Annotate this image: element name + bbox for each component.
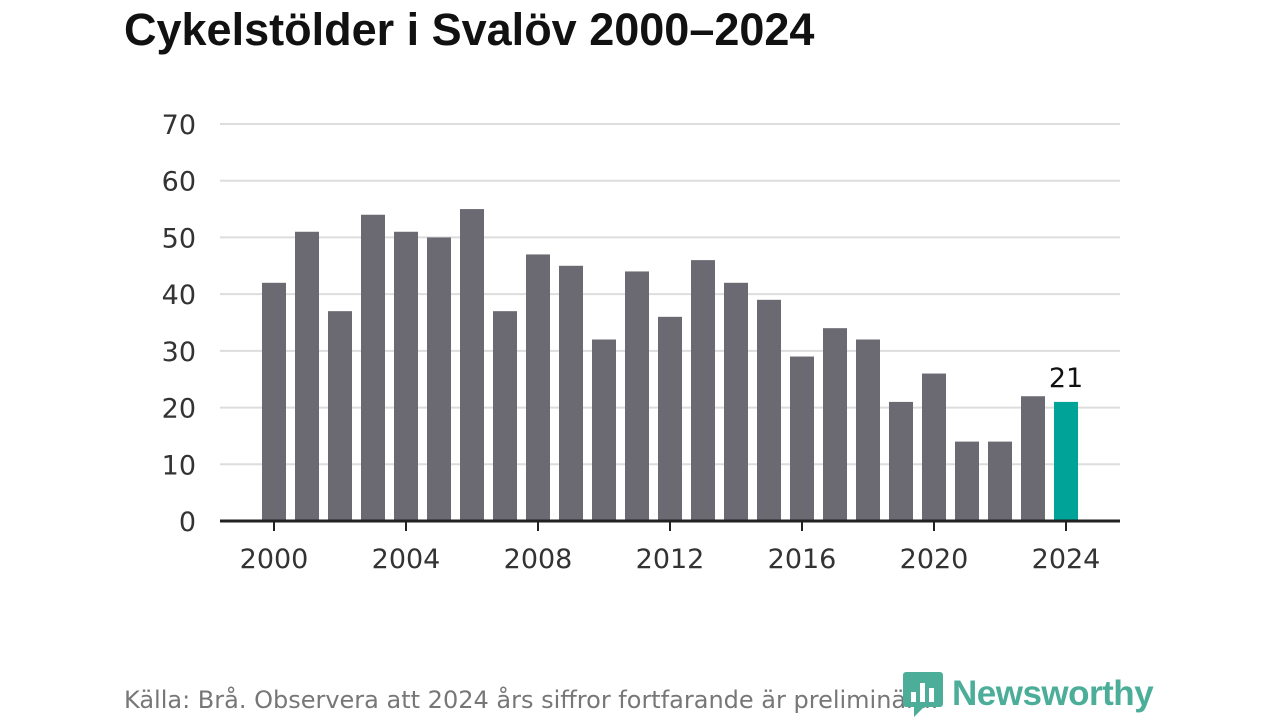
y-tick-label: 30 bbox=[162, 337, 196, 368]
chart-title: Cykelstölder i Svalöv 2000–2024 bbox=[124, 4, 815, 55]
y-tick-label: 20 bbox=[162, 394, 196, 425]
bar-2014 bbox=[724, 282, 748, 521]
x-tick-label: 2020 bbox=[900, 544, 969, 575]
x-tick-label: 2000 bbox=[240, 544, 309, 575]
brand-name: Newsworthy bbox=[952, 674, 1154, 713]
source-note: Källa: Brå. Observera att 2024 års siffr… bbox=[124, 686, 939, 714]
y-axis-labels: 0 10 20 30 40 50 60 70 bbox=[162, 110, 196, 538]
y-tick-label: 70 bbox=[162, 110, 196, 141]
y-tick-label: 10 bbox=[162, 450, 196, 481]
bar-2011 bbox=[625, 271, 649, 521]
bar-2006 bbox=[460, 209, 484, 522]
x-axis: 2000 2004 2008 2012 2016 2020 2024 bbox=[220, 519, 1120, 575]
bar-2012 bbox=[658, 316, 682, 521]
bar-2008 bbox=[526, 254, 550, 521]
bar-2000 bbox=[262, 282, 286, 521]
bar-2021 bbox=[955, 441, 979, 521]
bar-2015 bbox=[757, 299, 781, 521]
bar-2013 bbox=[691, 260, 715, 521]
newsworthy-logo: Newsworthy bbox=[902, 670, 1154, 718]
bar-2019 bbox=[889, 401, 913, 521]
bar-2024 bbox=[1054, 401, 1078, 521]
annotations: 21 bbox=[1049, 363, 1083, 394]
x-tick-label: 2008 bbox=[504, 544, 573, 575]
bar-2009 bbox=[559, 265, 583, 521]
x-tick-label: 2004 bbox=[372, 544, 441, 575]
bar-2007 bbox=[493, 311, 517, 521]
bar-2017 bbox=[823, 328, 847, 521]
bar-2020 bbox=[922, 373, 946, 521]
bar-2002 bbox=[328, 311, 352, 521]
x-tick-label: 2024 bbox=[1032, 544, 1101, 575]
bar-2003 bbox=[361, 214, 385, 521]
bar-2018 bbox=[856, 339, 880, 521]
y-tick-label: 40 bbox=[162, 280, 196, 311]
bar-2022 bbox=[988, 441, 1012, 521]
bar-2001 bbox=[295, 231, 319, 521]
highlight-value-label: 21 bbox=[1049, 363, 1083, 394]
y-tick-label: 0 bbox=[179, 507, 196, 538]
x-tick-label: 2012 bbox=[636, 544, 705, 575]
y-tick-label: 50 bbox=[162, 223, 196, 254]
bar-2004 bbox=[394, 231, 418, 521]
y-tick-label: 60 bbox=[162, 167, 196, 198]
bars bbox=[262, 209, 1078, 522]
bar-2005 bbox=[427, 237, 451, 521]
x-tick-label: 2016 bbox=[768, 544, 837, 575]
bar-2016 bbox=[790, 356, 814, 521]
bar-chart-logo-icon bbox=[903, 672, 943, 717]
bar-2023 bbox=[1021, 396, 1045, 521]
bar-2010 bbox=[592, 339, 616, 521]
